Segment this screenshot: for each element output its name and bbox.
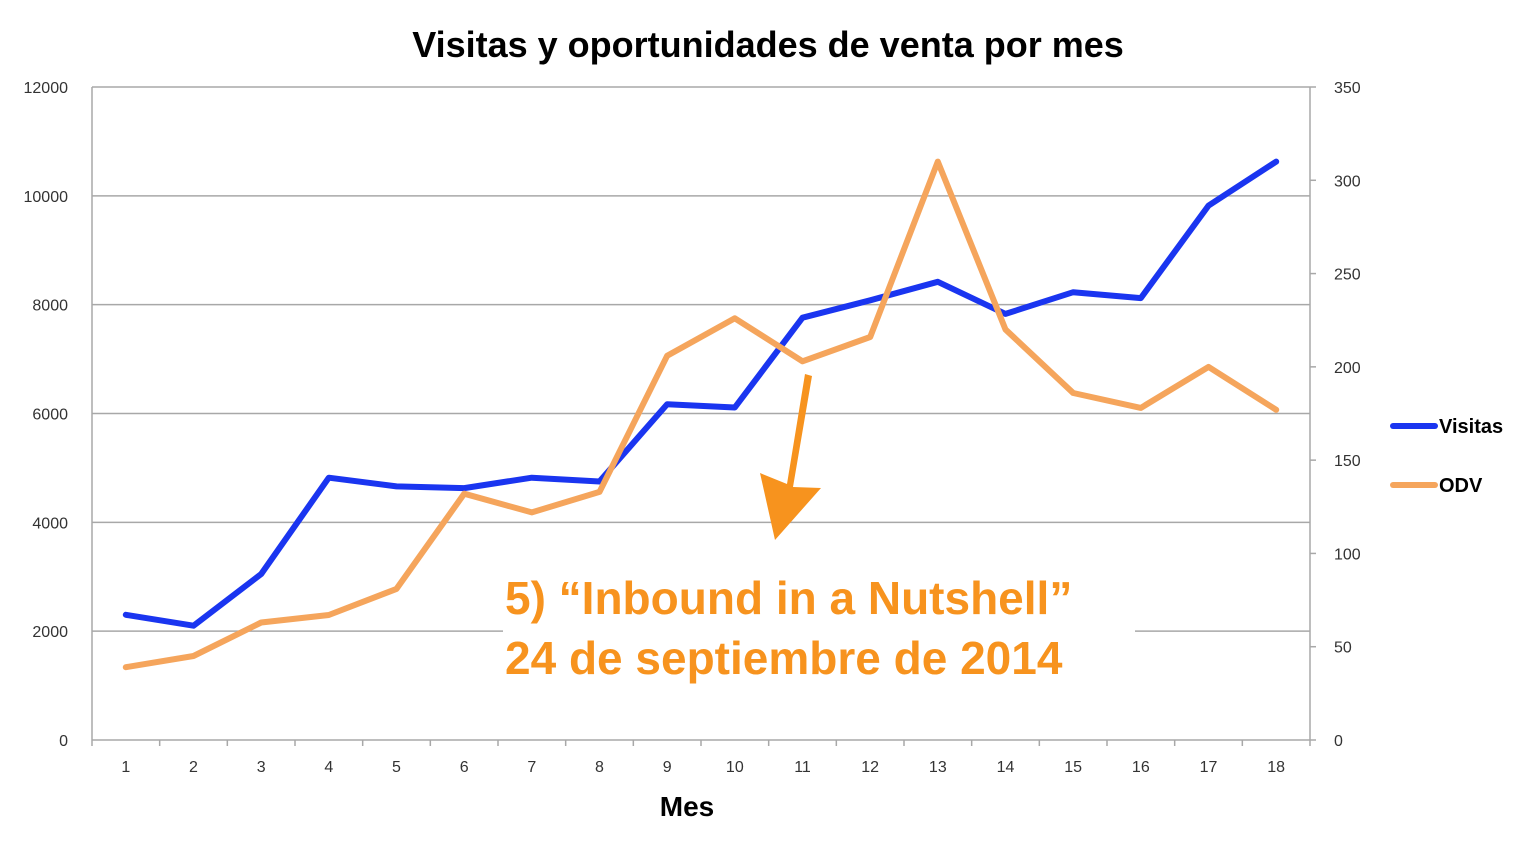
y2-tick-label: 50 — [1334, 640, 1352, 657]
x-tick-label: 16 — [1132, 759, 1150, 776]
x-tick-label: 9 — [663, 759, 672, 776]
annotation-line2: 24 de septiembre de 2014 — [505, 632, 1063, 684]
legend-label: ODV — [1439, 475, 1483, 497]
annotation-background — [503, 562, 1135, 684]
y2-tick-label: 250 — [1334, 267, 1361, 284]
legend-label: Visitas — [1439, 416, 1503, 438]
annotation-arrow-icon — [760, 374, 821, 540]
y-tick-label: 6000 — [32, 407, 68, 424]
y2-axis-ticks: 0 50 100 150 200 250 300 350 — [1310, 80, 1361, 750]
y2-tick-label: 0 — [1334, 733, 1343, 750]
chart-title: Visitas y oportunidades de venta por mes — [412, 24, 1124, 65]
x-tick-label: 17 — [1200, 759, 1218, 776]
legend: Visitas ODV — [1390, 416, 1503, 497]
x-tick-label: 11 — [794, 759, 811, 776]
x-tick-label: 5 — [392, 759, 401, 776]
annotation: 5) “Inbound in a Nutshell” 24 de septiem… — [503, 374, 1135, 684]
x-tick-label: 4 — [324, 759, 333, 776]
x-tick-label: 12 — [861, 759, 879, 776]
x-tick-label: 8 — [595, 759, 604, 776]
y-tick-label: 4000 — [32, 515, 68, 532]
x-axis-label: Mes — [660, 791, 714, 822]
y2-tick-label: 150 — [1334, 453, 1361, 470]
x-tick-label: 13 — [929, 759, 947, 776]
series-line-odv — [122, 158, 1280, 671]
y-tick-label: 12000 — [24, 80, 69, 97]
y2-tick-label: 100 — [1334, 546, 1361, 563]
annotation-line1: 5) “Inbound in a Nutshell” — [505, 572, 1072, 624]
y2-tick-label: 200 — [1334, 360, 1361, 377]
y2-tick-label: 300 — [1334, 173, 1361, 190]
x-tick-label: 7 — [527, 759, 536, 776]
x-tick-label: 18 — [1267, 759, 1285, 776]
y-tick-label: 10000 — [24, 189, 69, 206]
y2-tick-label: 350 — [1334, 80, 1361, 97]
x-tick-label: 15 — [1064, 759, 1082, 776]
y-tick-label: 2000 — [32, 624, 68, 641]
y-tick-label: 0 — [59, 733, 68, 750]
x-tick-label: 10 — [726, 759, 744, 776]
x-tick-label: 2 — [189, 759, 198, 776]
series-lines — [122, 158, 1280, 671]
y-axis-ticks: 0 2000 4000 6000 8000 10000 12000 — [24, 80, 69, 750]
y-tick-label: 8000 — [32, 298, 68, 315]
x-axis-ticks: 1 2 3 4 5 6 7 8 9 10 11 12 13 14 15 16 17 18 — [91, 740, 1311, 776]
x-tick-label: 6 — [460, 759, 469, 776]
plot-frame — [91, 87, 1311, 740]
x-tick-label: 3 — [257, 759, 266, 776]
x-tick-label: 14 — [997, 759, 1015, 776]
x-tick-label: 1 — [121, 759, 130, 776]
series-line-visitas — [122, 158, 1280, 629]
